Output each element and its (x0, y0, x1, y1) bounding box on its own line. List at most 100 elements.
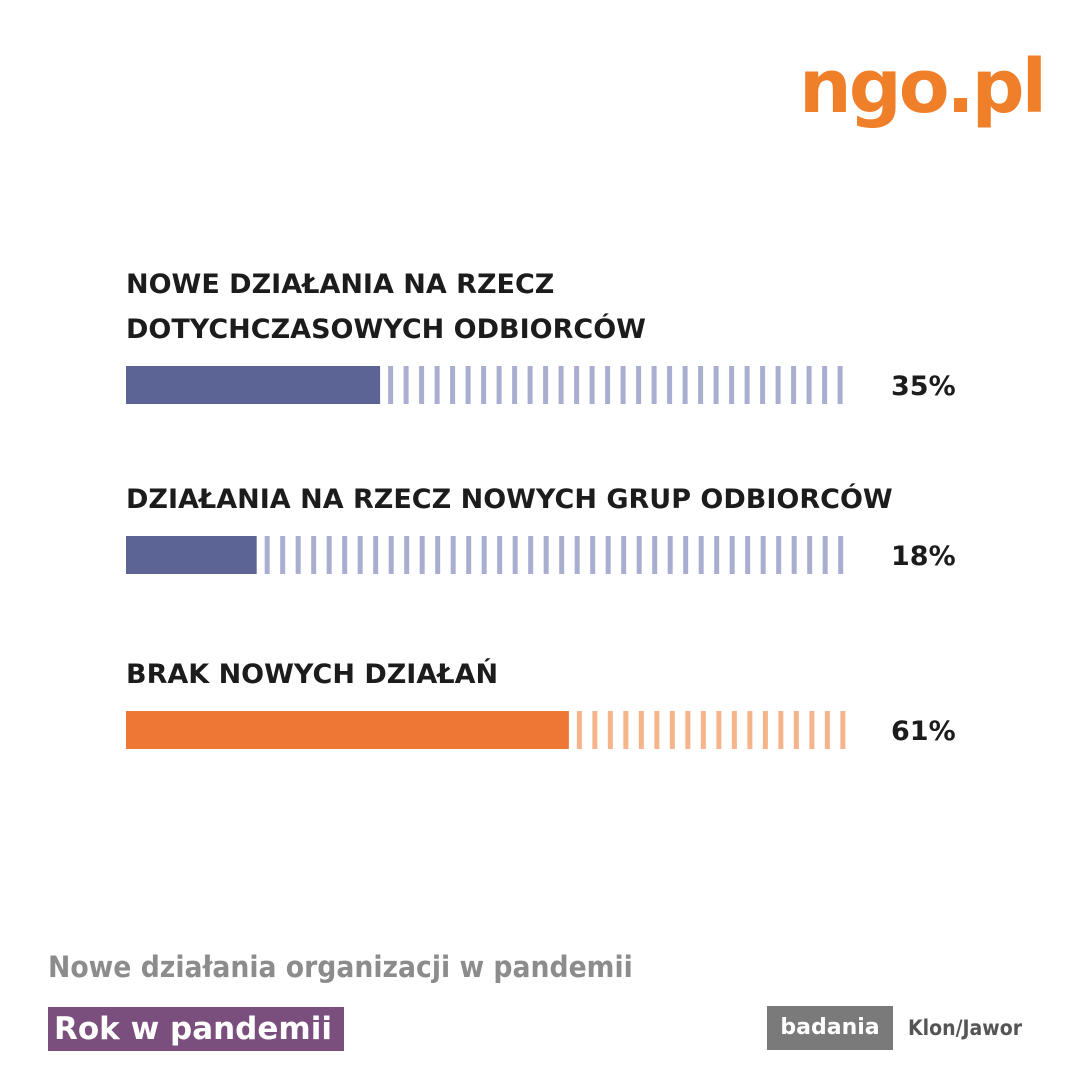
bar-remainder-tick (435, 536, 441, 574)
bar-remainder-tick (685, 711, 691, 749)
infographic-title: Nowe działania organizacji w pandemii (48, 950, 633, 984)
bar-remainder-tick (295, 536, 301, 574)
bar-remainder-tick (465, 366, 471, 404)
bar-remainder-tick (605, 536, 611, 574)
bar-remainder-tick (404, 536, 410, 574)
bar-remainder-tick (824, 711, 830, 749)
bar-remainder-tick (543, 536, 549, 574)
bar-remainder-tick (651, 366, 657, 404)
bar-remainder-tick (419, 536, 425, 574)
bar-remainder-tick (403, 366, 409, 404)
publisher-label: Klon/Jawor (908, 1016, 1023, 1040)
bar-remainder-tick (576, 711, 582, 749)
bar-remainder-tick (450, 536, 456, 574)
value-label: 61% (891, 716, 956, 747)
bar-remainder-tick (760, 366, 766, 404)
bar-remainder-tick (373, 536, 379, 574)
bar-remainder-tick (806, 366, 812, 404)
bar-remainder-tick (388, 536, 394, 574)
bar-remainder-tick (592, 711, 598, 749)
value-label: 18% (891, 541, 956, 572)
bar-remainder-tick (840, 711, 846, 749)
bar-remainder-tick (496, 366, 502, 404)
bar-remainder-tick (543, 366, 549, 404)
bar-remainder-tick (589, 366, 595, 404)
bar-remainder-tick (667, 366, 673, 404)
bar-remainder-tick (760, 536, 766, 574)
bar-remainder-tick (837, 366, 843, 404)
bar-remainder-tick (605, 366, 611, 404)
bar-remainder-tick (822, 536, 828, 574)
bar-remainder-tick (667, 536, 673, 574)
category-label: NOWE DZIAŁANIA NA RZECZ (126, 269, 554, 300)
bar-remainder-tick (636, 536, 642, 574)
bar-remainder-tick (607, 711, 613, 749)
bar-remainder-tick (574, 366, 580, 404)
ngo-logo: ngo.pl (799, 44, 1047, 130)
bar-remainder-tick (807, 536, 813, 574)
bar-remainder-tick (822, 366, 828, 404)
bar-remainder-tick (683, 536, 689, 574)
bar-remainder-tick (450, 366, 456, 404)
bar-remainder-tick (713, 366, 719, 404)
bar-remainder-tick (481, 536, 487, 574)
bar-remainder-tick (623, 711, 629, 749)
bar-remainder-tick (574, 536, 580, 574)
category-label: DOTYCHCZASOWYCH ODBIORCÓW (126, 313, 646, 345)
bar-remainder-tick (481, 366, 487, 404)
bar-remainder-tick (342, 536, 348, 574)
bar-remainder-tick (731, 711, 737, 749)
value-label: 35% (891, 371, 956, 402)
bar-remainder-tick (682, 366, 688, 404)
bar-remainder-tick (745, 536, 751, 574)
bar-remainder-tick (558, 366, 564, 404)
bar-remainder-tick (700, 711, 706, 749)
bar-remainder-tick (652, 536, 658, 574)
bar-remainder-tick (512, 366, 518, 404)
bar-remainder-tick (791, 366, 797, 404)
bar (126, 711, 569, 749)
bar-remainder-tick (434, 366, 440, 404)
bar-remainder-tick (280, 536, 286, 574)
bar-remainder-tick (528, 536, 534, 574)
bar-remainder-tick (775, 366, 781, 404)
bar-remainder-tick (744, 366, 750, 404)
bar-remainder-tick (838, 536, 844, 574)
bar-remainder-tick (654, 711, 660, 749)
bar-remainder-tick (559, 536, 565, 574)
category-badge: badania (767, 1006, 893, 1050)
bar-remainder-tick (669, 711, 675, 749)
bar-remainder-tick (714, 536, 720, 574)
series-badge: Rok w pandemii (48, 1007, 344, 1051)
bar-remainder-tick (716, 711, 722, 749)
bar-remainder-tick (311, 536, 317, 574)
bar-remainder-tick (698, 366, 704, 404)
bar-remainder-tick (621, 536, 627, 574)
bar-remainder-tick (388, 366, 394, 404)
bar-remainder-tick (762, 711, 768, 749)
bar (126, 366, 381, 404)
bar-remainder-tick (809, 711, 815, 749)
bar-remainder-tick (419, 366, 425, 404)
bar-remainder-tick (747, 711, 753, 749)
bar-remainder-tick (636, 366, 642, 404)
bar-remainder-tick (778, 711, 784, 749)
bar-remainder-tick (357, 536, 363, 574)
bar-remainder-tick (264, 536, 270, 574)
bar-remainder-tick (326, 536, 332, 574)
category-label: DZIAŁANIA NA RZECZ NOWYCH GRUP ODBIORCÓW (126, 483, 893, 515)
bar-remainder-tick (527, 366, 533, 404)
bar (126, 536, 257, 574)
bar-remainder-tick (729, 536, 735, 574)
bar-remainder-tick (590, 536, 596, 574)
bar-remainder-tick (497, 536, 503, 574)
bar-remainder-tick (698, 536, 704, 574)
bar-chart: NOWE DZIAŁANIA NA RZECZ DOTYCHCZASOWYCH O… (126, 269, 956, 749)
bar-remainder-tick (793, 711, 799, 749)
bar-remainder-tick (776, 536, 782, 574)
bar-remainder-tick (620, 366, 626, 404)
bar-remainder-tick (729, 366, 735, 404)
bar-remainder-tick (638, 711, 644, 749)
bar-remainder-tick (512, 536, 518, 574)
category-label: BRAK NOWYCH DZIAŁAŃ (126, 658, 498, 690)
